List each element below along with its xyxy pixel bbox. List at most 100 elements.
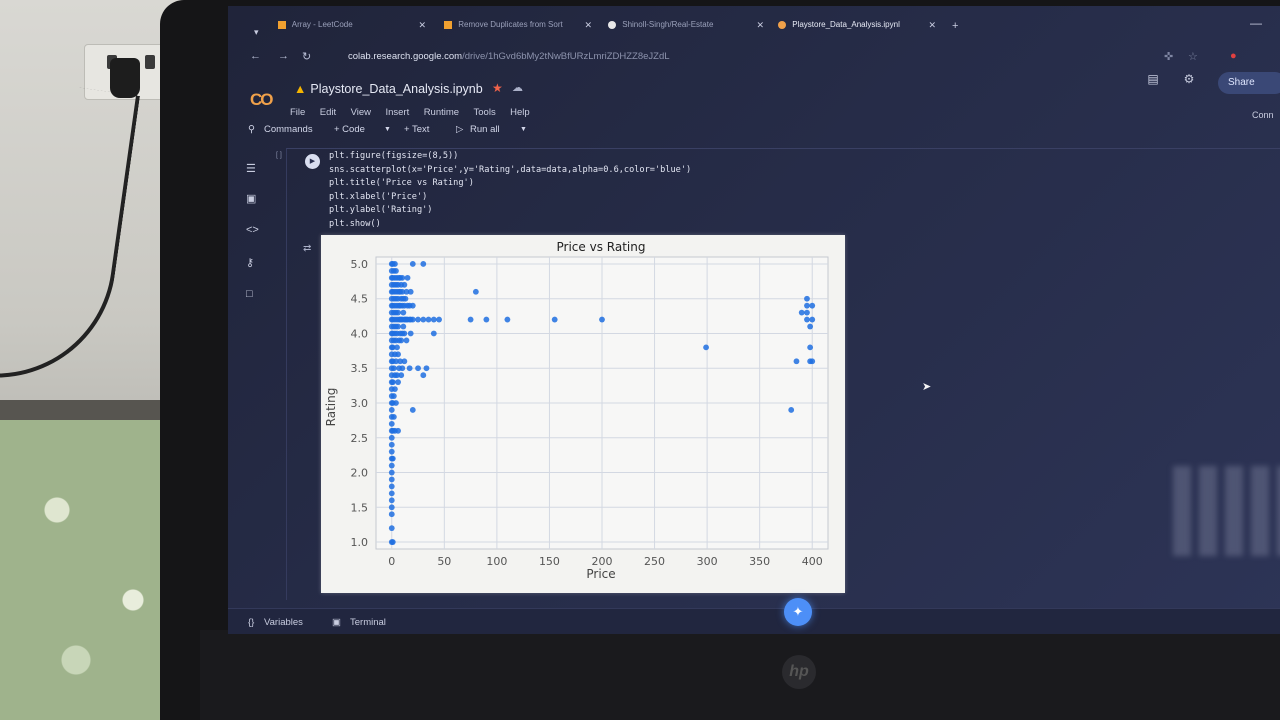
scatter-point — [401, 281, 408, 288]
scatter-point — [406, 365, 413, 372]
star-icon[interactable]: ★ — [492, 81, 503, 95]
notebook-title[interactable]: ▲ Playstore_Data_Analysis.ipynb — [294, 82, 483, 96]
add-text-button[interactable]: + Text — [404, 124, 430, 135]
scatter-point — [388, 490, 395, 497]
tab-github[interactable]: Shinoll-Singh/Real-Estate ✕ — [608, 20, 764, 42]
y-tick-label: 1.5 — [351, 501, 369, 514]
scatter-point — [388, 497, 395, 504]
gear-icon[interactable]: ⚙ — [1183, 72, 1195, 86]
reload-icon[interactable]: ↻ — [302, 51, 312, 63]
variables-button[interactable]: Variables — [264, 617, 303, 628]
tab-leetcode[interactable]: Array - LeetCode ✕ — [278, 20, 426, 42]
close-icon[interactable]: ✕ — [928, 20, 936, 30]
connect-button[interactable]: Conn — [1252, 110, 1274, 120]
bookmark-star-icon[interactable]: ☆ — [1188, 51, 1198, 63]
tab-remove-duplicates[interactable]: Remove Duplicates from Sort ✕ — [444, 20, 592, 42]
menu-help[interactable]: Help — [510, 107, 530, 118]
scatter-point — [388, 476, 395, 483]
code-cell[interactable] — [286, 148, 1280, 600]
run-all-button[interactable]: Run all — [470, 124, 500, 135]
y-tick-label: 4.5 — [351, 293, 369, 306]
scatter-point — [390, 393, 397, 399]
output-toggle-icon[interactable]: ⇄ — [303, 243, 312, 254]
menu-runtime[interactable]: Runtime — [423, 107, 460, 118]
y-tick-label: 2.5 — [351, 432, 369, 445]
new-tab-button[interactable]: + — [952, 20, 959, 32]
scatter-point — [409, 407, 416, 413]
scatter-point — [388, 448, 395, 455]
code-snippets-icon[interactable]: <> — [246, 224, 259, 236]
code-editor[interactable]: plt.figure(figsize=(8,5)) sns.scatterplo… — [329, 150, 691, 232]
scatter-point — [407, 330, 414, 337]
scatter-point — [388, 441, 395, 448]
scatter-point — [400, 309, 407, 316]
close-icon[interactable]: ✕ — [418, 20, 426, 30]
menu-file[interactable]: File — [290, 107, 306, 118]
scatter-point — [404, 274, 411, 281]
key-icon[interactable]: ⚷ — [246, 257, 255, 269]
scatter-point — [809, 358, 816, 365]
x-tick-label: 250 — [644, 555, 665, 568]
menu-insert[interactable]: Insert — [385, 107, 410, 118]
forward-arrow-icon[interactable]: → — [278, 50, 289, 62]
menu-edit[interactable]: Edit — [319, 107, 337, 118]
url-bar[interactable]: colab.research.google.com/drive/1hGvd6bM… — [336, 46, 1196, 68]
share-button[interactable]: Share — [1218, 72, 1280, 94]
scatter-point — [401, 358, 408, 365]
gemini-sparkle-button[interactable]: ✦ — [784, 598, 812, 626]
scatter-point — [436, 316, 442, 323]
github-icon — [608, 20, 616, 29]
x-tick-label: 400 — [802, 555, 823, 568]
scatter-point — [388, 420, 395, 427]
y-tick-label: 3.5 — [351, 362, 369, 375]
table-of-contents-icon[interactable]: ☰ — [246, 163, 256, 175]
scatter-point — [399, 365, 406, 372]
tab-label: Array - LeetCode — [291, 20, 353, 29]
scatter-point — [409, 261, 416, 267]
scatter-point — [504, 316, 511, 323]
commands-button[interactable]: Commands — [264, 124, 313, 135]
tab-search-icon[interactable]: ▾ — [254, 27, 259, 37]
scatter-plot-svg: 0 50 100 150 200 250 300 350 400 1.0 1.5 2.0 2.5 3.0… — [324, 240, 829, 581]
x-tick-label: 0 — [388, 555, 395, 568]
folder-icon[interactable]: □ — [246, 288, 253, 300]
search-icon[interactable]: ⚲ — [248, 124, 255, 135]
address-row: ← → ↻ colab.research.google.com/drive/1h… — [240, 46, 1280, 70]
menu-view[interactable]: View — [350, 107, 372, 118]
back-arrow-icon[interactable]: ← — [250, 50, 261, 62]
colab-logo[interactable]: CO — [250, 90, 273, 109]
notebook-title-text: Playstore_Data_Analysis.ipynb — [310, 82, 483, 96]
scatter-point — [395, 351, 401, 358]
scatter-point — [807, 344, 814, 351]
scatter-point — [399, 274, 406, 281]
scatter-point — [394, 372, 400, 379]
menu-tools[interactable]: Tools — [473, 107, 496, 118]
add-code-button[interactable]: + Code — [334, 124, 365, 135]
scatter-point — [467, 316, 474, 323]
minimize-button[interactable]: — — [1250, 16, 1262, 30]
run-cell-button[interactable]: ▶ — [305, 154, 320, 169]
chevron-down-icon[interactable]: ▼ — [384, 126, 391, 133]
scatter-point — [388, 469, 395, 476]
comment-icon[interactable]: ▤ — [1147, 72, 1159, 86]
play-icon[interactable]: ▷ — [456, 124, 464, 135]
scatter-point — [395, 323, 401, 330]
scatter-point — [393, 358, 399, 365]
scatter-point — [394, 344, 400, 351]
profile-icon[interactable]: ● — [1230, 50, 1237, 62]
scatter-point — [420, 316, 427, 323]
chevron-down-icon[interactable]: ▼ — [520, 126, 527, 133]
scatter-point — [804, 309, 810, 316]
code-line: plt.title('Price vs Rating') — [329, 178, 474, 189]
cloud-icon[interactable]: ☁ — [512, 82, 523, 94]
x-tick-label: 200 — [592, 555, 613, 568]
scatter-point — [403, 288, 410, 295]
x-tick-label: 300 — [697, 555, 718, 568]
extension-icon[interactable]: ✜ — [1164, 51, 1174, 63]
scatter-point — [425, 316, 432, 323]
close-icon[interactable]: ✕ — [584, 20, 592, 30]
tab-colab[interactable]: Playstore_Data_Analysis.ipynl ✕ — [778, 20, 936, 42]
find-icon[interactable]: ▣ — [246, 193, 257, 205]
terminal-button[interactable]: Terminal — [350, 617, 386, 628]
close-icon[interactable]: ✕ — [756, 20, 764, 30]
